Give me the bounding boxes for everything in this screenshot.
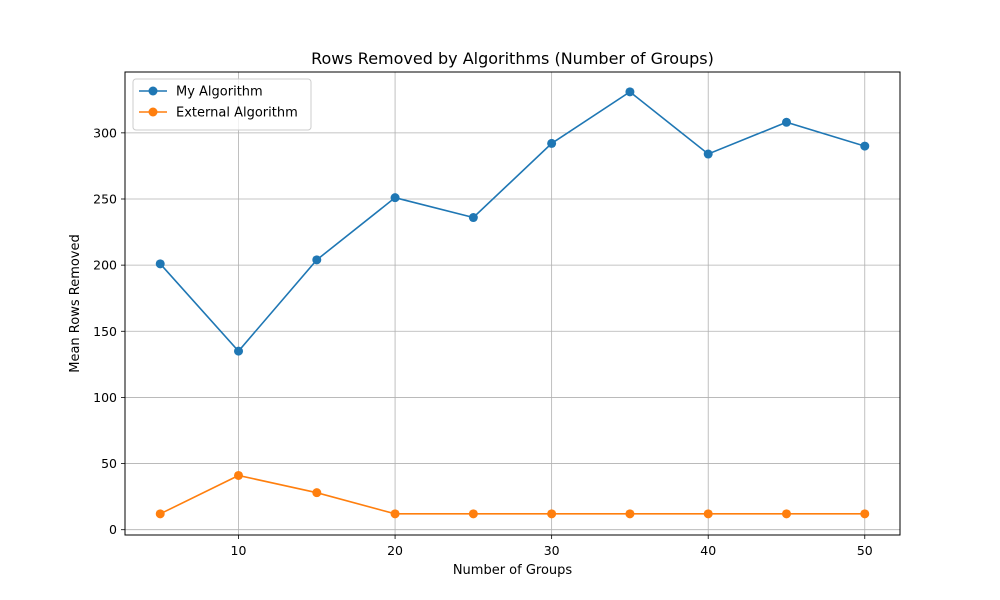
plot-area-frame <box>124 71 901 536</box>
y-axis-label: Mean Rows Removed <box>68 234 83 373</box>
data-point-my-algorithm <box>390 193 400 203</box>
data-point-external-algorithm <box>468 509 478 519</box>
data-point-external-algorithm <box>781 509 791 519</box>
data-point-external-algorithm <box>312 488 322 498</box>
legend-box <box>132 78 312 131</box>
data-point-my-algorithm <box>155 259 165 269</box>
x-tick-label: 10 <box>231 543 247 558</box>
x-tick-label: 20 <box>387 543 403 558</box>
y-tick-label: 250 <box>93 191 117 206</box>
y-tick-label: 100 <box>93 390 117 405</box>
y-axis: 0 50 100 150 200 250 300 <box>93 125 125 537</box>
y-tick-label: 150 <box>93 324 117 339</box>
legend-marker-swatch <box>148 107 158 117</box>
grid <box>125 72 900 535</box>
series-line-my-algorithm <box>159 90 866 353</box>
legend-label: External Algorithm <box>176 106 298 121</box>
legend: My Algorithm External Algorithm <box>132 78 312 131</box>
x-axis: 10 20 30 40 50 <box>231 535 873 558</box>
data-point-external-algorithm <box>234 470 244 480</box>
y-tick-label: 300 <box>93 125 117 140</box>
series-my-algorithm <box>155 87 870 356</box>
series-layer <box>155 87 870 519</box>
legend-entry-external-algorithm: External Algorithm <box>139 106 298 121</box>
data-point-external-algorithm <box>703 509 713 519</box>
x-tick-label: 40 <box>700 543 716 558</box>
legend-marker-swatch <box>148 86 158 96</box>
data-point-external-algorithm <box>155 509 165 519</box>
data-point-my-algorithm <box>234 346 244 356</box>
y-tick-label: 50 <box>101 456 117 471</box>
legend-entry-my-algorithm: My Algorithm <box>139 85 263 100</box>
y-tick-label: 0 <box>109 522 117 537</box>
data-point-my-algorithm <box>703 149 713 159</box>
series-line-external-algorithm <box>159 474 865 515</box>
data-point-my-algorithm <box>781 117 791 127</box>
data-point-my-algorithm <box>547 138 557 148</box>
data-point-my-algorithm <box>312 255 322 265</box>
data-point-my-algorithm <box>468 213 478 223</box>
x-tick-label: 50 <box>857 543 873 558</box>
data-point-external-algorithm <box>547 509 557 519</box>
data-point-my-algorithm <box>625 87 635 97</box>
legend-label: My Algorithm <box>176 85 263 100</box>
y-tick-label: 200 <box>93 258 117 273</box>
series-external-algorithm <box>155 470 870 519</box>
data-point-external-algorithm <box>390 509 400 519</box>
data-point-my-algorithm <box>860 141 870 151</box>
chart-title: Rows Removed by Algorithms (Number of Gr… <box>311 49 714 68</box>
data-point-external-algorithm <box>625 509 635 519</box>
x-tick-label: 30 <box>544 543 560 558</box>
data-point-external-algorithm <box>860 509 870 519</box>
x-axis-label: Number of Groups <box>453 563 573 578</box>
